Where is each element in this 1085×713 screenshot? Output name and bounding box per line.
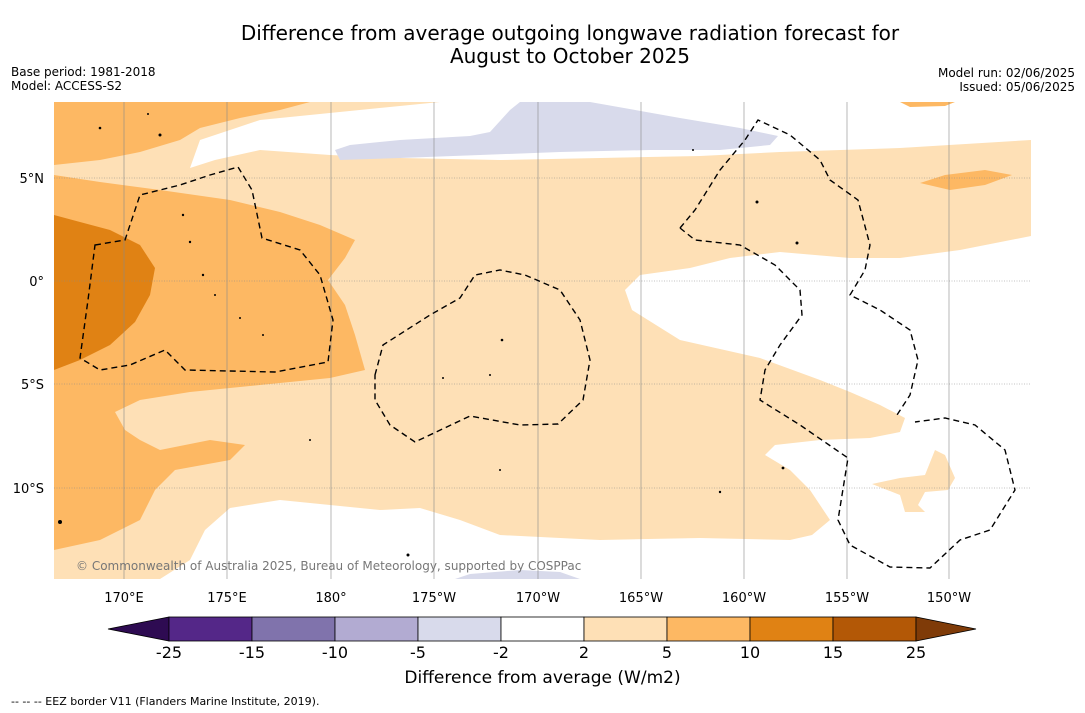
lon-label-155w: 155°W [825, 591, 869, 606]
eez-border-east-lower [679, 227, 1016, 569]
colorbar-tick-label: -2 [493, 643, 509, 662]
colorbar-segment [334, 616, 419, 642]
anomaly-5-10-west [54, 102, 365, 550]
title-line-2: August to October 2025 [449, 44, 691, 68]
colorbar-title: Difference from average (W/m2) [404, 668, 681, 688]
lat-label-5s: 5°S [21, 378, 44, 393]
meta-right: Model run: 02/06/2025 Issued: 05/06/2025 [938, 66, 1075, 94]
colorbar-tick-label: 25 [905, 643, 927, 662]
negative-anomaly-band [335, 102, 778, 160]
colorbar-tick-label: -10 [321, 643, 349, 662]
near-normal-corner [900, 102, 955, 107]
eez-border-east [679, 119, 919, 419]
eez-border-west [79, 166, 334, 373]
lon-label-170e: 170°E [104, 591, 144, 606]
eez-border-central [374, 269, 591, 443]
colorbar-segment [832, 616, 917, 642]
negative-anomaly-south [455, 570, 580, 579]
colorbar-segment [583, 616, 668, 642]
lon-label-175w: 175°W [412, 591, 456, 606]
islands [58, 113, 799, 557]
lat-label-5n: 5°N [20, 172, 45, 187]
lon-label-170w: 170°W [516, 591, 560, 606]
graticule [54, 102, 1031, 579]
colorbar-segment [749, 616, 834, 642]
colorbar-tick-label: -25 [155, 643, 183, 662]
base-period: Base period: 1981-2018 [11, 65, 156, 79]
title-line-1: Difference from average outgoing longwav… [240, 21, 900, 45]
issued-date: Issued: 05/06/2025 [959, 80, 1075, 94]
lat-label-0: 0° [29, 275, 44, 290]
lon-label-150w: 150°W [927, 591, 971, 606]
colorbar-tick-label: 5 [661, 643, 673, 662]
colorbar-extend-high [915, 616, 977, 642]
lon-label-175e: 175°E [207, 591, 247, 606]
copyright-notice: © Commonwealth of Australia 2025, Bureau… [76, 559, 581, 573]
lon-label-165w: 165°W [619, 591, 663, 606]
colorbar-extend-low [107, 616, 170, 642]
colorbar-tick-label: -15 [238, 643, 266, 662]
colorbar-tick-label: -5 [410, 643, 426, 662]
lat-label-10s: 10°S [13, 482, 44, 497]
colorbar [107, 616, 977, 642]
colorbar-tick-label: 10 [739, 643, 761, 662]
colorbar-segment [500, 616, 585, 642]
colorbar-tick-label: 2 [578, 643, 590, 662]
meta-left: Base period: 1981-2018 Model: ACCESS-S2 [11, 65, 156, 93]
lon-label-160w: 160°W [722, 591, 766, 606]
map-area [54, 102, 1031, 579]
colorbar-tick-label: 15 [822, 643, 844, 662]
eez-legend-footer: -- -- -- EEZ border V11 (Flanders Marine… [11, 695, 320, 708]
anomaly-patch-east [872, 450, 955, 512]
map-title: Difference from average outgoing longwav… [0, 22, 1085, 68]
near-normal-region-equatorial [160, 236, 1031, 579]
anomaly-10-15-west [54, 215, 155, 370]
model-name: Model: ACCESS-S2 [11, 79, 123, 93]
latitude-labels: 5°N 0° 5°S 10°S [13, 172, 44, 497]
colorbar-segment [251, 616, 336, 642]
lon-label-180: 180° [315, 591, 346, 606]
colorbar-segment [417, 616, 502, 642]
longitude-labels: 170°E 175°E 180° 175°W 170°W 165°W 160°W… [104, 591, 971, 606]
model-run: Model run: 02/06/2025 [937, 66, 1075, 80]
eez-borders [79, 119, 1016, 569]
colorbar-segment [666, 616, 751, 642]
anomaly-5-10-east [920, 170, 1012, 190]
colorbar-segment [168, 616, 253, 642]
